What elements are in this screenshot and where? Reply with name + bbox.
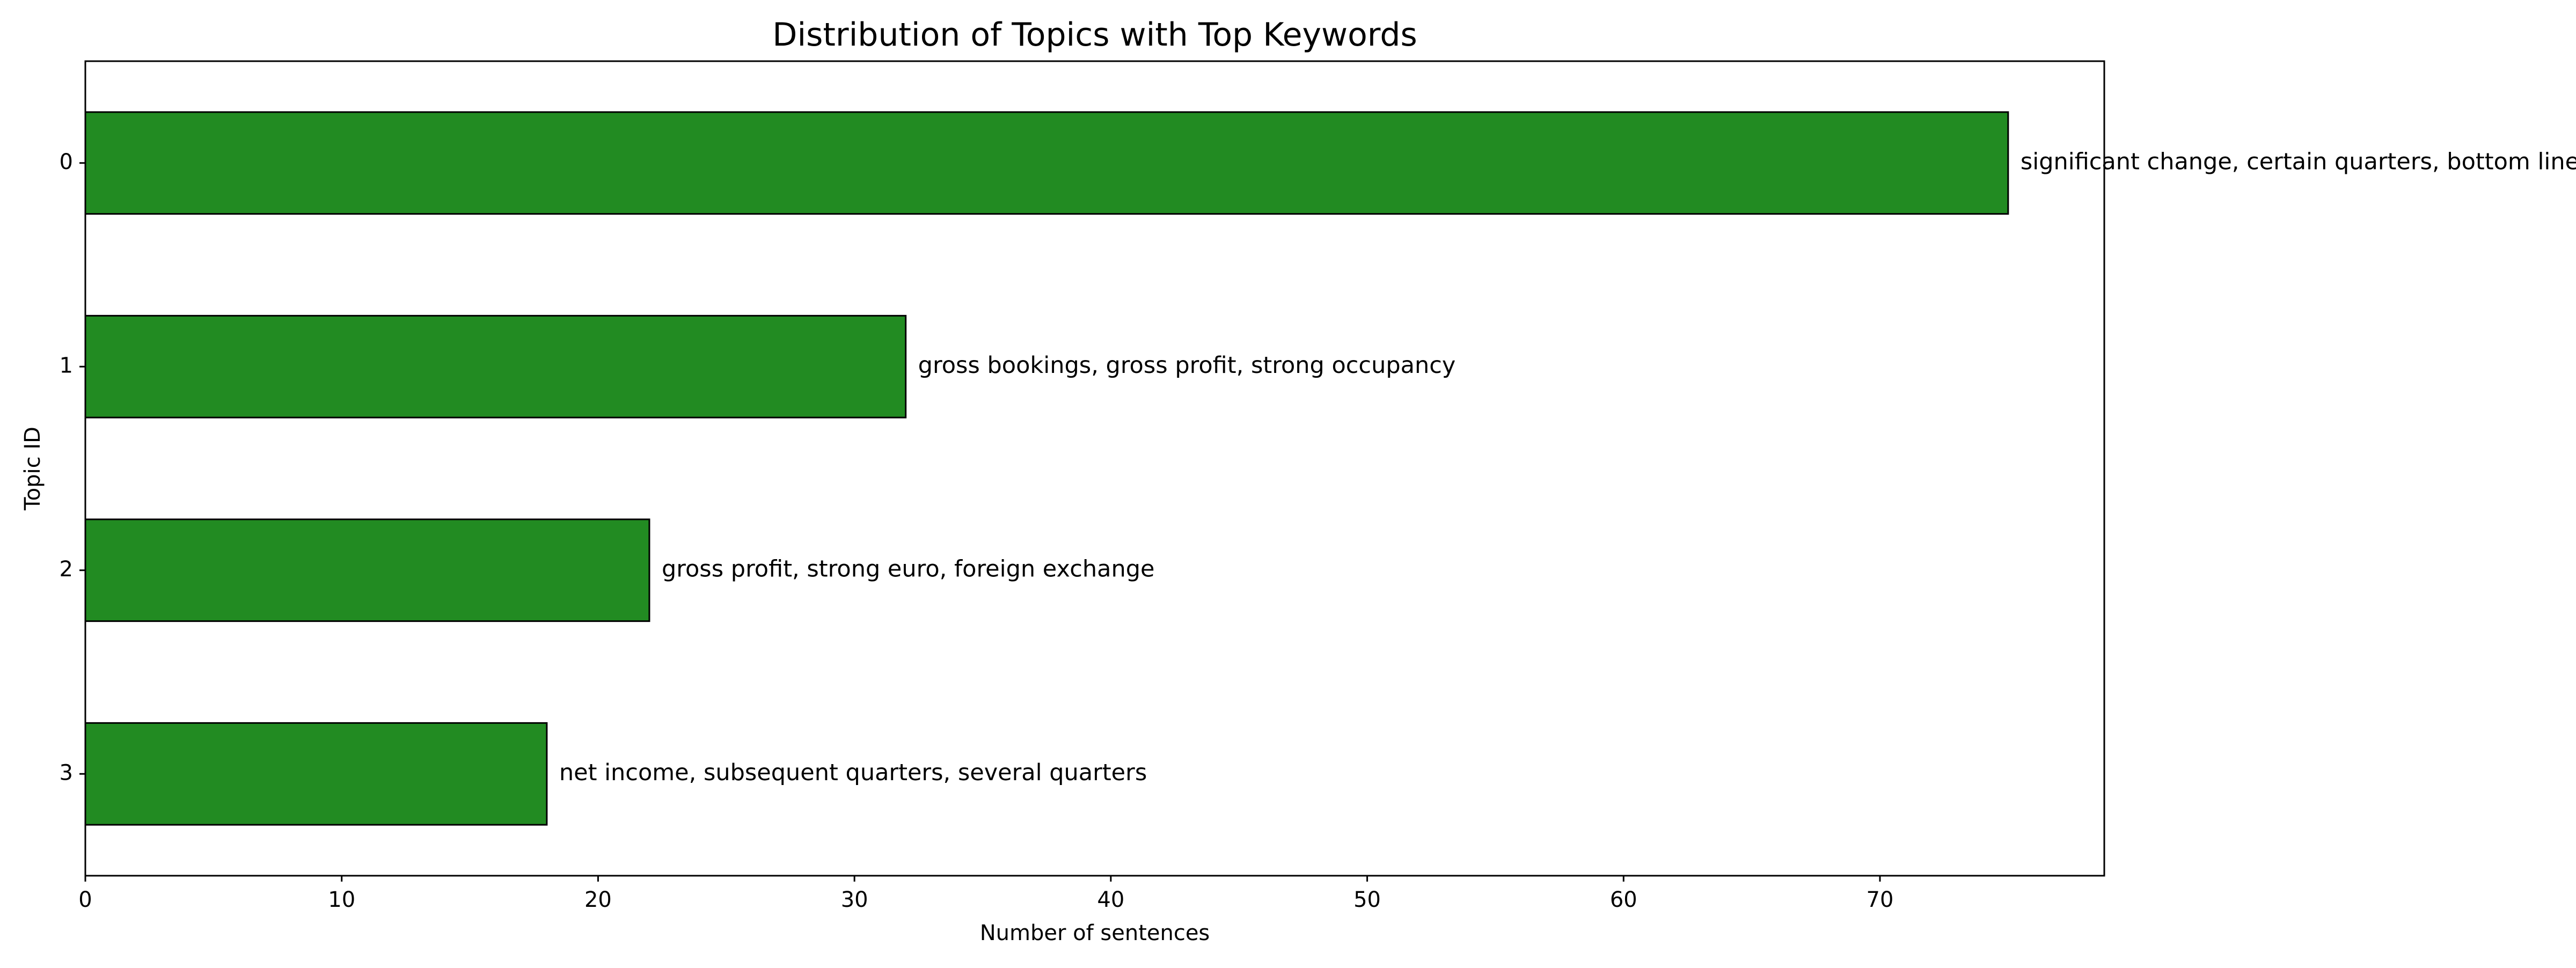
bar-label-topic-3: net income, subsequent quarters, several… bbox=[559, 759, 1147, 786]
x-tick-label-70: 70 bbox=[1867, 888, 1894, 912]
bar-label-topic-1: gross bookings, gross profit, strong occ… bbox=[918, 352, 1456, 379]
y-axis: 0 1 2 3 bbox=[60, 150, 85, 785]
x-axis: 0 10 20 30 40 50 60 70 bbox=[78, 876, 1893, 912]
x-tick-label-10: 10 bbox=[328, 888, 355, 912]
bar-label-topic-2: gross profit, strong euro, foreign excha… bbox=[662, 555, 1154, 582]
bar-topic-2 bbox=[84, 518, 650, 622]
y-tick-label-3: 3 bbox=[60, 760, 73, 785]
y-axis-label: Topic ID bbox=[20, 427, 45, 511]
chart-title: Distribution of Topics with Top Keywords bbox=[772, 16, 1417, 54]
bar-label-topic-0: significant change, certain quarters, bo… bbox=[2021, 148, 2576, 175]
y-tick-label-0: 0 bbox=[60, 150, 73, 174]
x-tick-label-0: 0 bbox=[78, 888, 92, 912]
y-tick-label-2: 2 bbox=[60, 557, 73, 582]
x-tick-label-30: 30 bbox=[841, 888, 868, 912]
x-tick-label-50: 50 bbox=[1353, 888, 1381, 912]
bar-topic-3 bbox=[84, 722, 548, 826]
x-axis-label: Number of sentences bbox=[980, 921, 1210, 945]
x-tick-label-40: 40 bbox=[1097, 888, 1124, 912]
x-tick-label-20: 20 bbox=[584, 888, 612, 912]
bar-topic-0 bbox=[84, 111, 2009, 215]
y-tick-label-1: 1 bbox=[60, 353, 73, 378]
bar-topic-1 bbox=[84, 314, 907, 419]
bar-labels-layer: significant change, certain quarters, bo… bbox=[559, 148, 2576, 786]
x-tick-label-60: 60 bbox=[1610, 888, 1637, 912]
bars-layer bbox=[84, 111, 2009, 826]
plot-frame bbox=[84, 60, 2105, 877]
